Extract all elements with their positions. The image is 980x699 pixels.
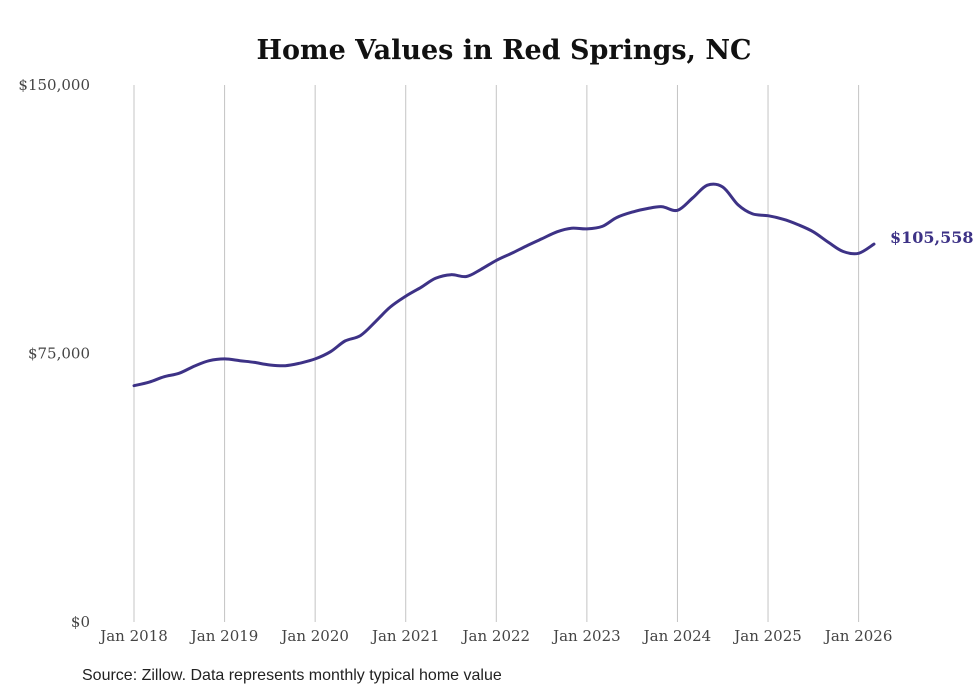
y-tick-label-0: $0 [71,613,90,631]
y-tick-label-1: $75,000 [28,345,90,363]
x-axis-ticks: Jan 2018 Jan 2019 Jan 2020 Jan 2021 Jan 2022… [98,627,892,645]
source-note: Source: Zillow. Data represents monthly … [82,667,502,684]
end-value-label: $105,558 [890,228,974,247]
gridlines [133,85,860,622]
x-tick-label-8: Jan 2026 [823,627,893,645]
x-tick-label-6: Jan 2024 [642,627,712,645]
y-tick-label-2: $150,000 [18,76,90,94]
x-tick-label-1: Jan 2019 [189,627,259,645]
x-tick-label-7: Jan 2025 [732,627,802,645]
series-line-home-value [132,182,876,388]
x-tick-label-2: Jan 2020 [279,627,349,645]
y-axis-ticks: $0 $75,000 $150,000 [18,76,90,631]
series-group [132,182,876,388]
x-tick-label-5: Jan 2023 [551,627,621,645]
x-tick-label-4: Jan 2022 [461,627,531,645]
chart-title: Home Values in Red Springs, NC [256,35,751,66]
x-tick-label-0: Jan 2018 [98,627,168,645]
x-tick-label-3: Jan 2021 [370,627,440,645]
